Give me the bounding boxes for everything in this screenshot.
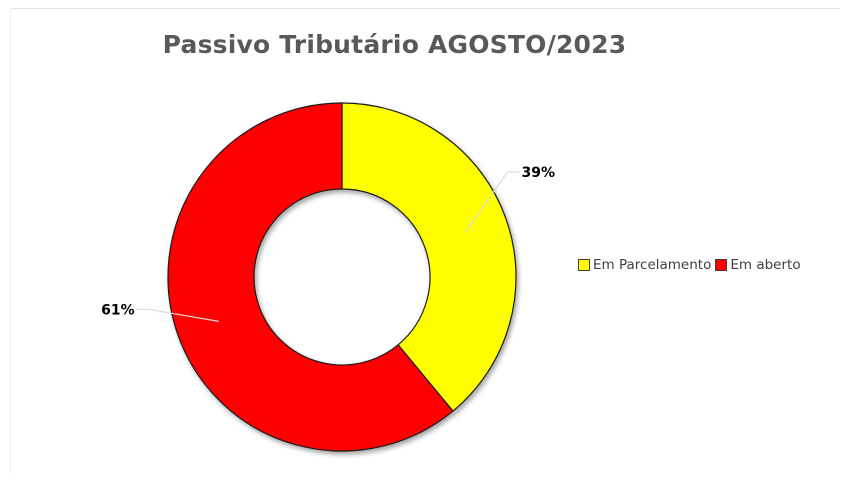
slice-em-aberto bbox=[167, 102, 454, 452]
legend-swatch-em-parcelamento bbox=[578, 259, 590, 271]
data-label-em-aberto: 61% bbox=[101, 302, 135, 318]
chart-title: Passivo Tributário AGOSTO/2023 bbox=[162, 30, 627, 59]
legend-item-em-aberto: Em aberto bbox=[715, 257, 801, 273]
legend-label-em-parcelamento: Em Parcelamento bbox=[593, 257, 712, 273]
chart-legend: Em Parcelamento Em aberto bbox=[578, 257, 805, 273]
chart-frame bbox=[10, 8, 840, 474]
leader-line-em-aberto bbox=[136, 308, 219, 322]
slice-em-parcelamento bbox=[341, 102, 517, 412]
leader-line-em-parcelamento bbox=[464, 171, 520, 233]
legend-swatch-em-aberto bbox=[715, 259, 728, 271]
legend-item-em-parcelamento: Em Parcelamento bbox=[578, 257, 711, 273]
data-label-em-parcelamento: 39% bbox=[521, 165, 555, 181]
legend-label-em-aberto: Em aberto bbox=[730, 257, 801, 273]
